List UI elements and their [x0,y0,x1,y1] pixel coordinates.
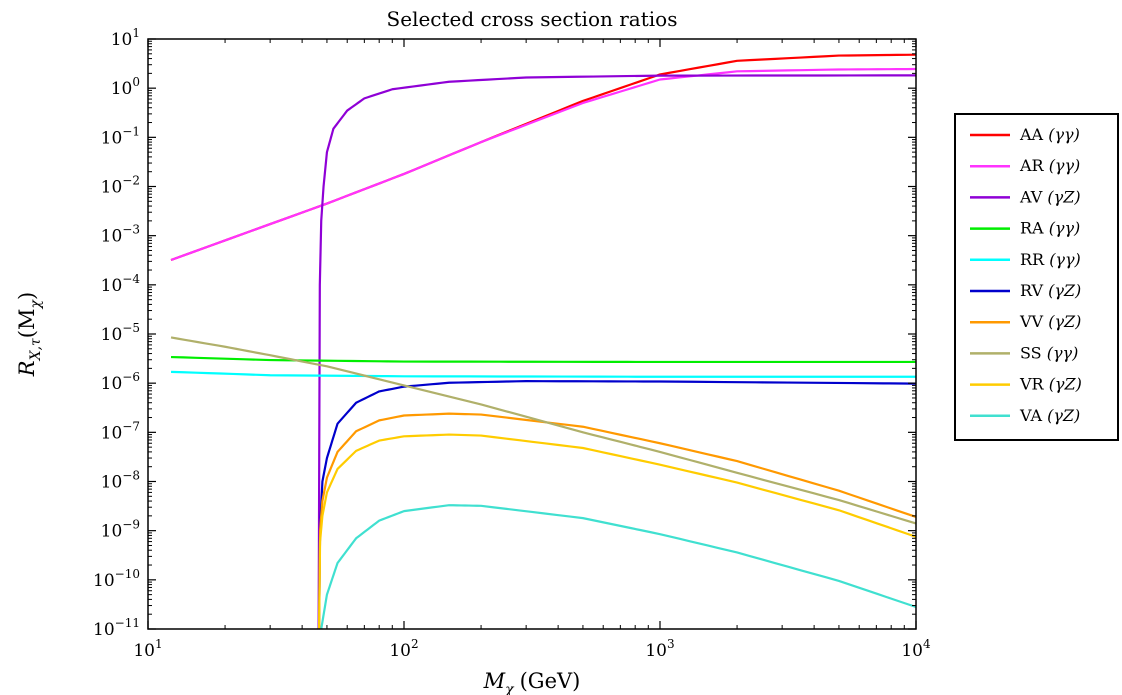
x-minor-ticks [224,39,905,629]
series-line-ar [170,67,917,262]
x-tick-label: 102 [389,637,418,661]
legend-label: RR (γγ) [1020,250,1081,269]
legend-label: VA (γZ) [1019,406,1080,425]
y-tick-label: 10−9 [101,518,140,542]
legend-label: AA (γγ) [1019,125,1080,144]
x-tick-label: 103 [645,637,674,661]
y-tick-label: 10−10 [93,567,140,591]
y-tick-label: 10−7 [101,419,140,443]
plot-frame [147,38,917,630]
series-line-rv [318,380,917,630]
y-tick-label: 10−1 [101,124,140,148]
legend-item-ar: AR (γγ) [970,156,1080,175]
y-tick-label: 10−6 [101,370,140,394]
legend-label: VV (γZ) [1019,312,1081,331]
legend-label: VR (γZ) [1019,375,1082,394]
legend-item-vv: VV (γZ) [970,312,1081,331]
legend: AA (γγ) AR (γγ) AV (γZ) RA (γγ) RR (γγ) RV (γ… [954,113,1119,441]
legend-item-rr: RR (γγ) [970,250,1081,269]
legend-label: AV (γZ) [1019,187,1081,206]
legend-item-av: AV (γZ) [970,187,1081,206]
series-group [170,53,917,630]
series-line-av [317,74,917,630]
y-minor-ticks [148,40,916,615]
series-line-ss [170,336,917,525]
y-axis-label: RX,τ(Mχ) [15,292,44,377]
legend-items: AA (γγ) AR (γγ) AV (γZ) RA (γγ) RR (γγ) RV (γ… [970,125,1082,425]
legend-label: AR (γγ) [1019,156,1080,175]
x-axis-label: Mχ (GeV) [483,669,581,695]
plot-area: 10−1110−1010−910−810−710−610−510−410−310… [93,26,931,661]
y-tick-label: 10−3 [101,223,140,247]
y-tick-label: 100 [111,75,140,99]
y-axis: 10−11 10−10 10−9 10−8 10−7 10−6 10−5 10−4 10−3 10… [93,26,916,640]
x-axis: 101 102 103 104 [133,39,931,661]
legend-item-vr: VR (γZ) [970,375,1082,394]
y-tick-label: 10−11 [93,616,140,640]
y-tick-label: 10−5 [101,321,140,345]
legend-label: RA (γγ) [1020,219,1080,238]
legend-label: RV (γZ) [1020,281,1081,300]
legend-item-va: VA (γZ) [970,406,1080,425]
legend-item-ra: RA (γγ) [970,219,1080,238]
chart-title: Selected cross section ratios [387,7,678,31]
y-tick-label: 10−8 [101,469,140,493]
series-line-vr [318,433,917,630]
x-tick-label: 101 [133,637,162,661]
series-line-ra [170,355,916,364]
y-tick-label: 101 [111,26,140,50]
series-line-va [320,504,917,630]
y-tick-label: 10−4 [101,272,141,296]
legend-item-ss: SS (γγ) [970,343,1078,362]
legend-label: SS (γγ) [1020,343,1078,362]
legend-item-rv: RV (γZ) [970,281,1081,300]
legend-item-aa: AA (γγ) [970,125,1080,144]
series-line-aa [170,53,917,262]
series-line-vv [318,412,917,630]
x-tick-label: 104 [901,637,931,661]
series-line-rr [170,370,916,378]
y-tick-label: 10−2 [101,174,140,198]
